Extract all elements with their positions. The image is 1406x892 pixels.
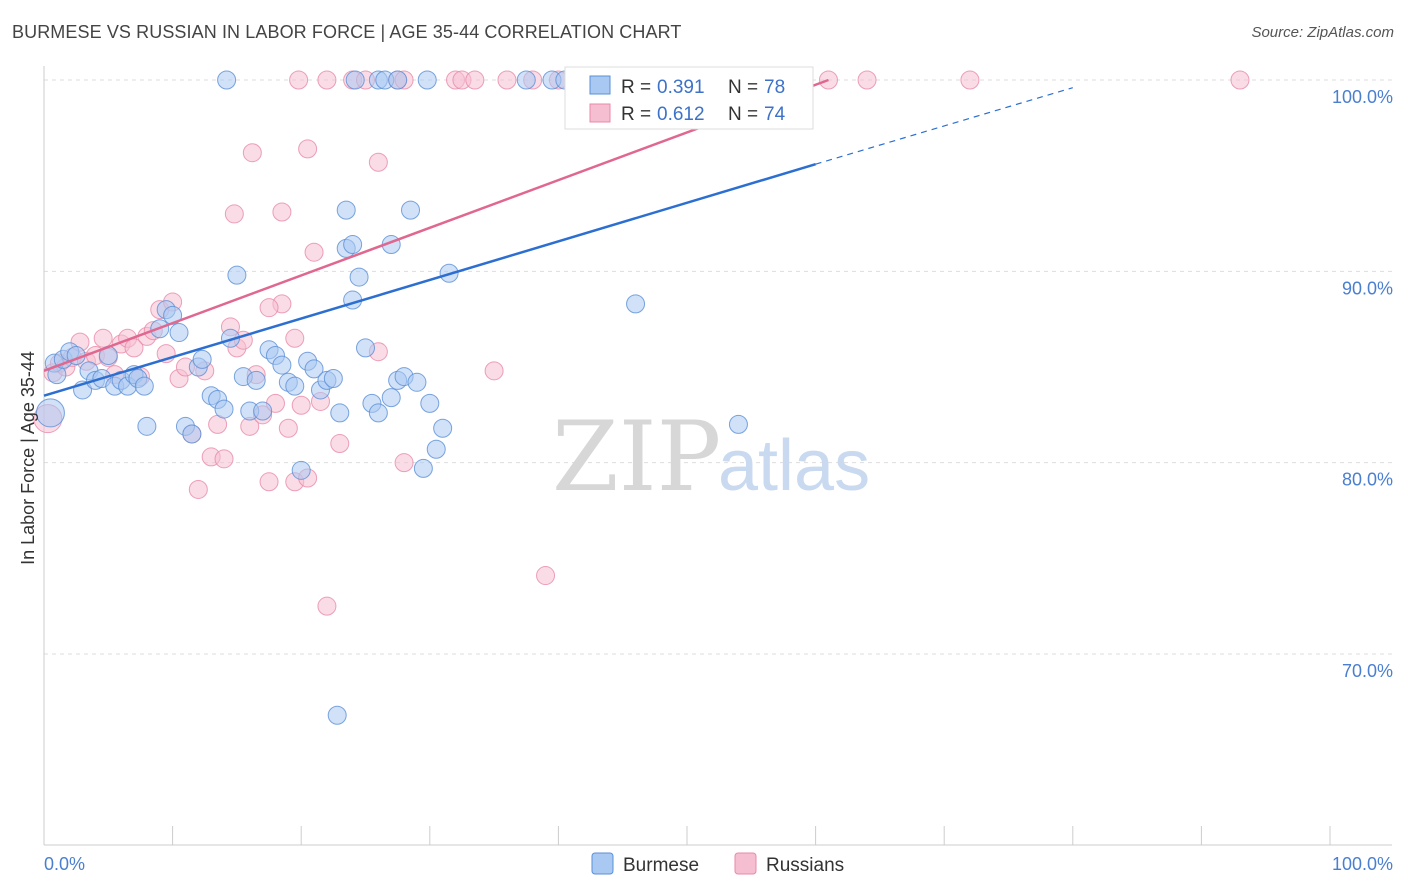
legend-russians-swatch [734,852,757,875]
y-tick-label: 90.0% [1342,278,1393,298]
burmese-point [433,418,453,438]
watermark: ZIP atlas [552,401,870,513]
russians-point [960,70,980,90]
russians-point [272,202,292,222]
burmese-point [253,401,273,421]
y-tick-label: 100.0% [1332,87,1393,107]
watermark-zip: ZIP [552,401,721,513]
russians-point [124,338,144,358]
burmese-point [401,200,421,220]
russians-point [259,298,279,318]
russians-point [330,434,350,454]
russians-point [465,70,485,90]
legend-burmese-swatch [591,852,614,875]
burmese-n-label: N = [728,77,758,98]
russians-point [291,395,311,415]
russians-point [857,70,877,90]
x-tick-labels: 0.0% 100.0% [44,854,1393,874]
chart-title: BURMESE VS RUSSIAN IN LABOR FORCE | AGE … [12,22,682,42]
burmese-point [304,359,324,379]
y-axis-title: In Labor Force | Age 35-44 [18,351,38,565]
russians-r-value: 0.612 [657,104,705,125]
burmese-point [356,338,375,358]
russians-point [289,70,309,90]
burmese-point [330,403,350,423]
burmese-point [327,705,347,725]
axes [43,66,1392,846]
y-tick-label: 80.0% [1342,470,1393,490]
burmese-point [285,376,305,396]
russians-point [536,566,556,586]
burmese-trend-extension [815,87,1073,165]
russians-point [285,328,305,348]
burmese-n-value: 78 [764,77,785,98]
burmese-point [343,235,363,255]
chart-source: Source: ZipAtlas.com [1251,24,1394,41]
russians-point [317,596,337,616]
stats-legend: R = 0.391 N = 78 R = 0.612 N = 74 [564,66,814,130]
legend-russians-label: Russians [766,855,844,876]
russians-point [317,70,337,90]
russians-point [242,143,262,163]
burmese-point [407,372,427,392]
russians-point [484,361,504,381]
x-tick-label: 100.0% [1332,854,1393,874]
burmese-points [35,70,748,725]
y-tick-label: 70.0% [1342,661,1393,681]
russians-point [93,328,113,348]
russians-point [1230,70,1250,90]
russians-point [214,449,234,469]
burmese-swatch [589,75,611,95]
burmese-point [214,399,234,419]
burmese-point [272,355,292,375]
russians-point [304,242,324,262]
burmese-point [137,416,157,436]
burmese-point [291,460,311,480]
burmese-point [182,424,202,444]
burmese-point [728,414,748,434]
burmese-point [413,458,433,478]
burmese-trend-line [43,162,816,397]
burmese-point [349,267,369,287]
russians-n-value: 74 [764,104,786,125]
burmese-point [426,439,446,459]
burmese-point [227,265,247,285]
series-legend: Burmese Russians [591,852,844,876]
watermark-atlas: atlas [718,426,870,506]
burmese-point [388,70,408,90]
russians-point [259,472,279,492]
burmese-point [626,294,646,314]
trend-lines [43,78,1073,397]
burmese-point [323,368,343,388]
russians-point [188,479,208,499]
burmese-point [192,349,212,369]
burmese-point [134,376,154,396]
burmese-point [345,70,365,90]
burmese-r-label: R = [621,77,651,98]
russians-point [298,139,318,159]
x-tick-label: 0.0% [44,854,85,874]
burmese-point [417,70,437,90]
russians-point [394,453,414,473]
burmese-point [35,398,65,428]
burmese-point [246,370,266,390]
russians-point [224,204,244,224]
burmese-point [420,393,440,413]
legend-burmese-label: Burmese [623,855,699,876]
burmese-point [516,70,536,90]
russians-point [368,152,388,172]
russians-r-label: R = [621,104,651,125]
burmese-r-value: 0.391 [657,77,705,98]
y-tick-labels: 100.0% 90.0% 80.0% 70.0% [1332,87,1393,681]
russians-n-label: N = [728,104,758,125]
burmese-point [169,323,189,343]
burmese-point [381,388,401,408]
burmese-point [368,403,388,423]
russians-point [497,70,517,90]
russians-point [278,418,298,438]
russians-swatch [589,103,611,123]
burmese-point [217,70,237,90]
burmese-point [336,200,356,220]
